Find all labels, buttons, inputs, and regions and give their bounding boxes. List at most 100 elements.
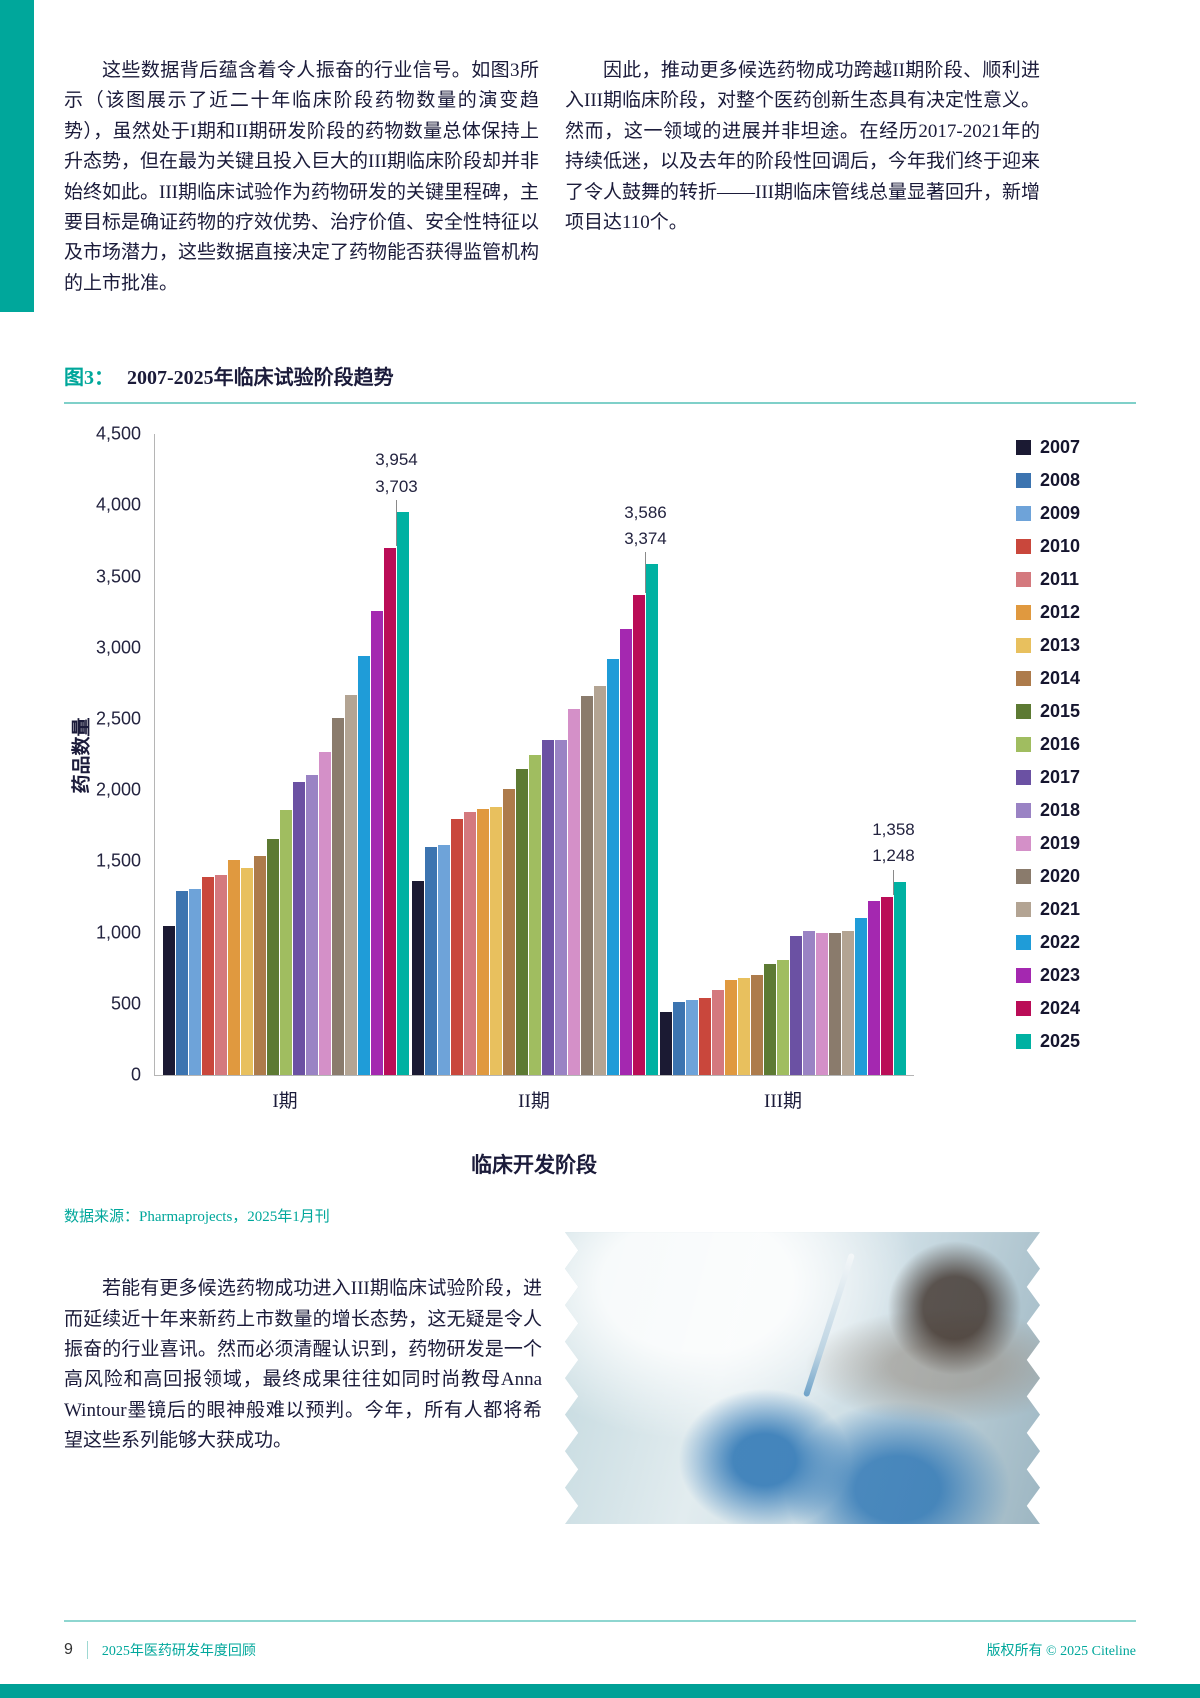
legend-swatch-icon (1015, 638, 1031, 654)
bar-2017-III期 (790, 935, 802, 1076)
legend-swatch-icon (1015, 935, 1031, 951)
legend-item-2025: 2025 (1015, 1032, 1080, 1051)
bar-2022-I期 (358, 656, 370, 1076)
legend-swatch-icon (1015, 605, 1031, 621)
legend-year-label: 2011 (1039, 569, 1080, 590)
bar-2016-II期 (528, 754, 541, 1076)
legend-swatch-icon (1015, 836, 1031, 852)
plot-area: 药品数量 0 500 1,000 1,500 2,000 2,500 3,000 3,500 4… (72, 424, 915, 1085)
legend-year-label: 2012 (1039, 602, 1080, 623)
bar-2013-I期 (241, 867, 253, 1076)
bar-2018-II期 (554, 739, 567, 1076)
legend-item-2012: 2012 (1015, 602, 1080, 623)
bar-2019-III期 (816, 932, 828, 1076)
bar-2014-II期 (502, 788, 515, 1076)
x-category-labels: I期 II期 III期 (154, 1086, 914, 1113)
annotation-value: 1,248 (872, 846, 915, 866)
y-tick-label: 4,500 (95, 423, 141, 444)
bar-group-II期 (411, 564, 658, 1076)
x-axis-title: 临床开发阶段 (471, 1153, 597, 1178)
annotation-leader-line (396, 499, 397, 546)
intro-paragraph-right: 因此，推动更多候选药物成功跨越II期阶段、顺利进入III期临床阶段，对整个医药创… (565, 60, 1041, 233)
legend-swatch-icon (1015, 869, 1031, 885)
y-tick-label: 500 (110, 993, 141, 1014)
bar-2008-III期 (673, 1001, 685, 1076)
y-tick-label: 1,500 (95, 850, 141, 871)
chart-section: 药品数量 0 500 1,000 1,500 2,000 2,500 3,000 3,500 4… (64, 424, 1136, 1179)
bar-2023-II期 (619, 629, 632, 1076)
y-tick-label: 2,000 (95, 779, 141, 800)
bar-2011-I期 (215, 875, 227, 1076)
legend-year-label: 2016 (1039, 734, 1080, 755)
bar-2013-II期 (489, 807, 502, 1076)
bar-2018-I期 (306, 774, 318, 1076)
lab-photo (565, 1232, 1040, 1525)
bottom-section: 若能有更多候选药物成功进入III期临床试验阶段，进而延续近十年来新药上市数量的增… (64, 1232, 1040, 1525)
legend-item-2015: 2015 (1015, 702, 1080, 721)
legend-item-2020: 2020 (1015, 866, 1080, 887)
bar-2012-III期 (725, 980, 737, 1076)
legend-swatch-icon (1015, 671, 1031, 687)
bar-2021-III期 (842, 930, 854, 1076)
y-tick-label: 2,500 (95, 708, 141, 729)
bar-2020-I期 (332, 717, 344, 1076)
legend-year-label: 2020 (1039, 866, 1080, 887)
legend-year-label: 2024 (1039, 998, 1080, 1019)
annotation-value: 3,586 (624, 502, 667, 522)
bar-2015-I期 (267, 838, 279, 1076)
bar-2021-I期 (345, 694, 357, 1076)
bottom-accent-band (0, 1684, 1200, 1698)
bar-2019-II期 (567, 709, 580, 1076)
legend-item-2017: 2017 (1015, 768, 1080, 787)
y-axis-title: 药品数量 (71, 717, 93, 794)
bar-2012-I期 (228, 860, 240, 1076)
bar-2007-II期 (411, 881, 424, 1076)
y-tick-label: 1,000 (95, 922, 141, 943)
legend-item-2024: 2024 (1015, 998, 1080, 1019)
bar-2024-II期 (632, 594, 645, 1076)
bar-2024-I期 (384, 547, 396, 1076)
bar-groups (155, 434, 914, 1076)
legend-year-label: 2019 (1039, 833, 1080, 854)
annotation-leader-line (645, 552, 646, 593)
x-category-label: III期 (764, 1091, 802, 1113)
closing-paragraph: 若能有更多候选药物成功进入III期临床试验阶段，进而延续近十年来新药上市数量的增… (64, 1278, 542, 1452)
bar-2011-II期 (463, 812, 476, 1076)
footer: 9 2025年医药研发年度回顾 版权所有 © 2025 Citeline (64, 1640, 1136, 1660)
annotation-leader-line (893, 869, 894, 896)
bar-2013-III期 (738, 978, 750, 1076)
legend-swatch-icon (1015, 770, 1031, 786)
legend-item-2021: 2021 (1015, 900, 1080, 919)
legend-year-label: 2008 (1039, 470, 1080, 491)
footer-divider (64, 1620, 1136, 1622)
bar-2010-I期 (202, 877, 214, 1076)
bar-2009-I期 (189, 889, 201, 1076)
legend-item-2008: 2008 (1015, 470, 1080, 491)
chart: 药品数量 0 500 1,000 1,500 2,000 2,500 3,000 3,500 4… (64, 424, 915, 1179)
bar-2010-II期 (450, 818, 463, 1076)
legend-item-2016: 2016 (1015, 734, 1080, 755)
legend-swatch-icon (1015, 902, 1031, 918)
bar-2016-III期 (777, 960, 789, 1076)
bar-2025-III期 (894, 881, 906, 1076)
annotation-value: 3,954 (375, 450, 418, 470)
bar-2007-I期 (163, 925, 175, 1076)
pipette-graphic (803, 1252, 856, 1397)
y-tick-label: 3,500 (95, 566, 141, 587)
annotation-value: 1,358 (872, 820, 915, 839)
bar-2016-I期 (280, 810, 292, 1076)
legend-item-2009: 2009 (1015, 504, 1080, 523)
bar-2021-II期 (593, 686, 606, 1076)
bar-2022-II期 (606, 659, 619, 1076)
legend-item-2013: 2013 (1015, 636, 1080, 655)
bar-group-I期 (163, 511, 409, 1076)
figure-title: 2007-2025年临床试验阶段趋势 (127, 367, 394, 390)
legend-swatch-icon (1015, 1001, 1031, 1017)
y-tick-label: 0 (130, 1064, 141, 1085)
bar-2018-III期 (803, 931, 815, 1076)
legend-year-label: 2014 (1039, 668, 1080, 689)
intro-columns: 这些数据背后蕴含着令人振奋的行业信号。如图3所示（该图展示了近二十年临床阶段药物… (64, 0, 1040, 299)
bar-2008-II期 (424, 847, 437, 1076)
bar-2010-III期 (699, 997, 711, 1076)
